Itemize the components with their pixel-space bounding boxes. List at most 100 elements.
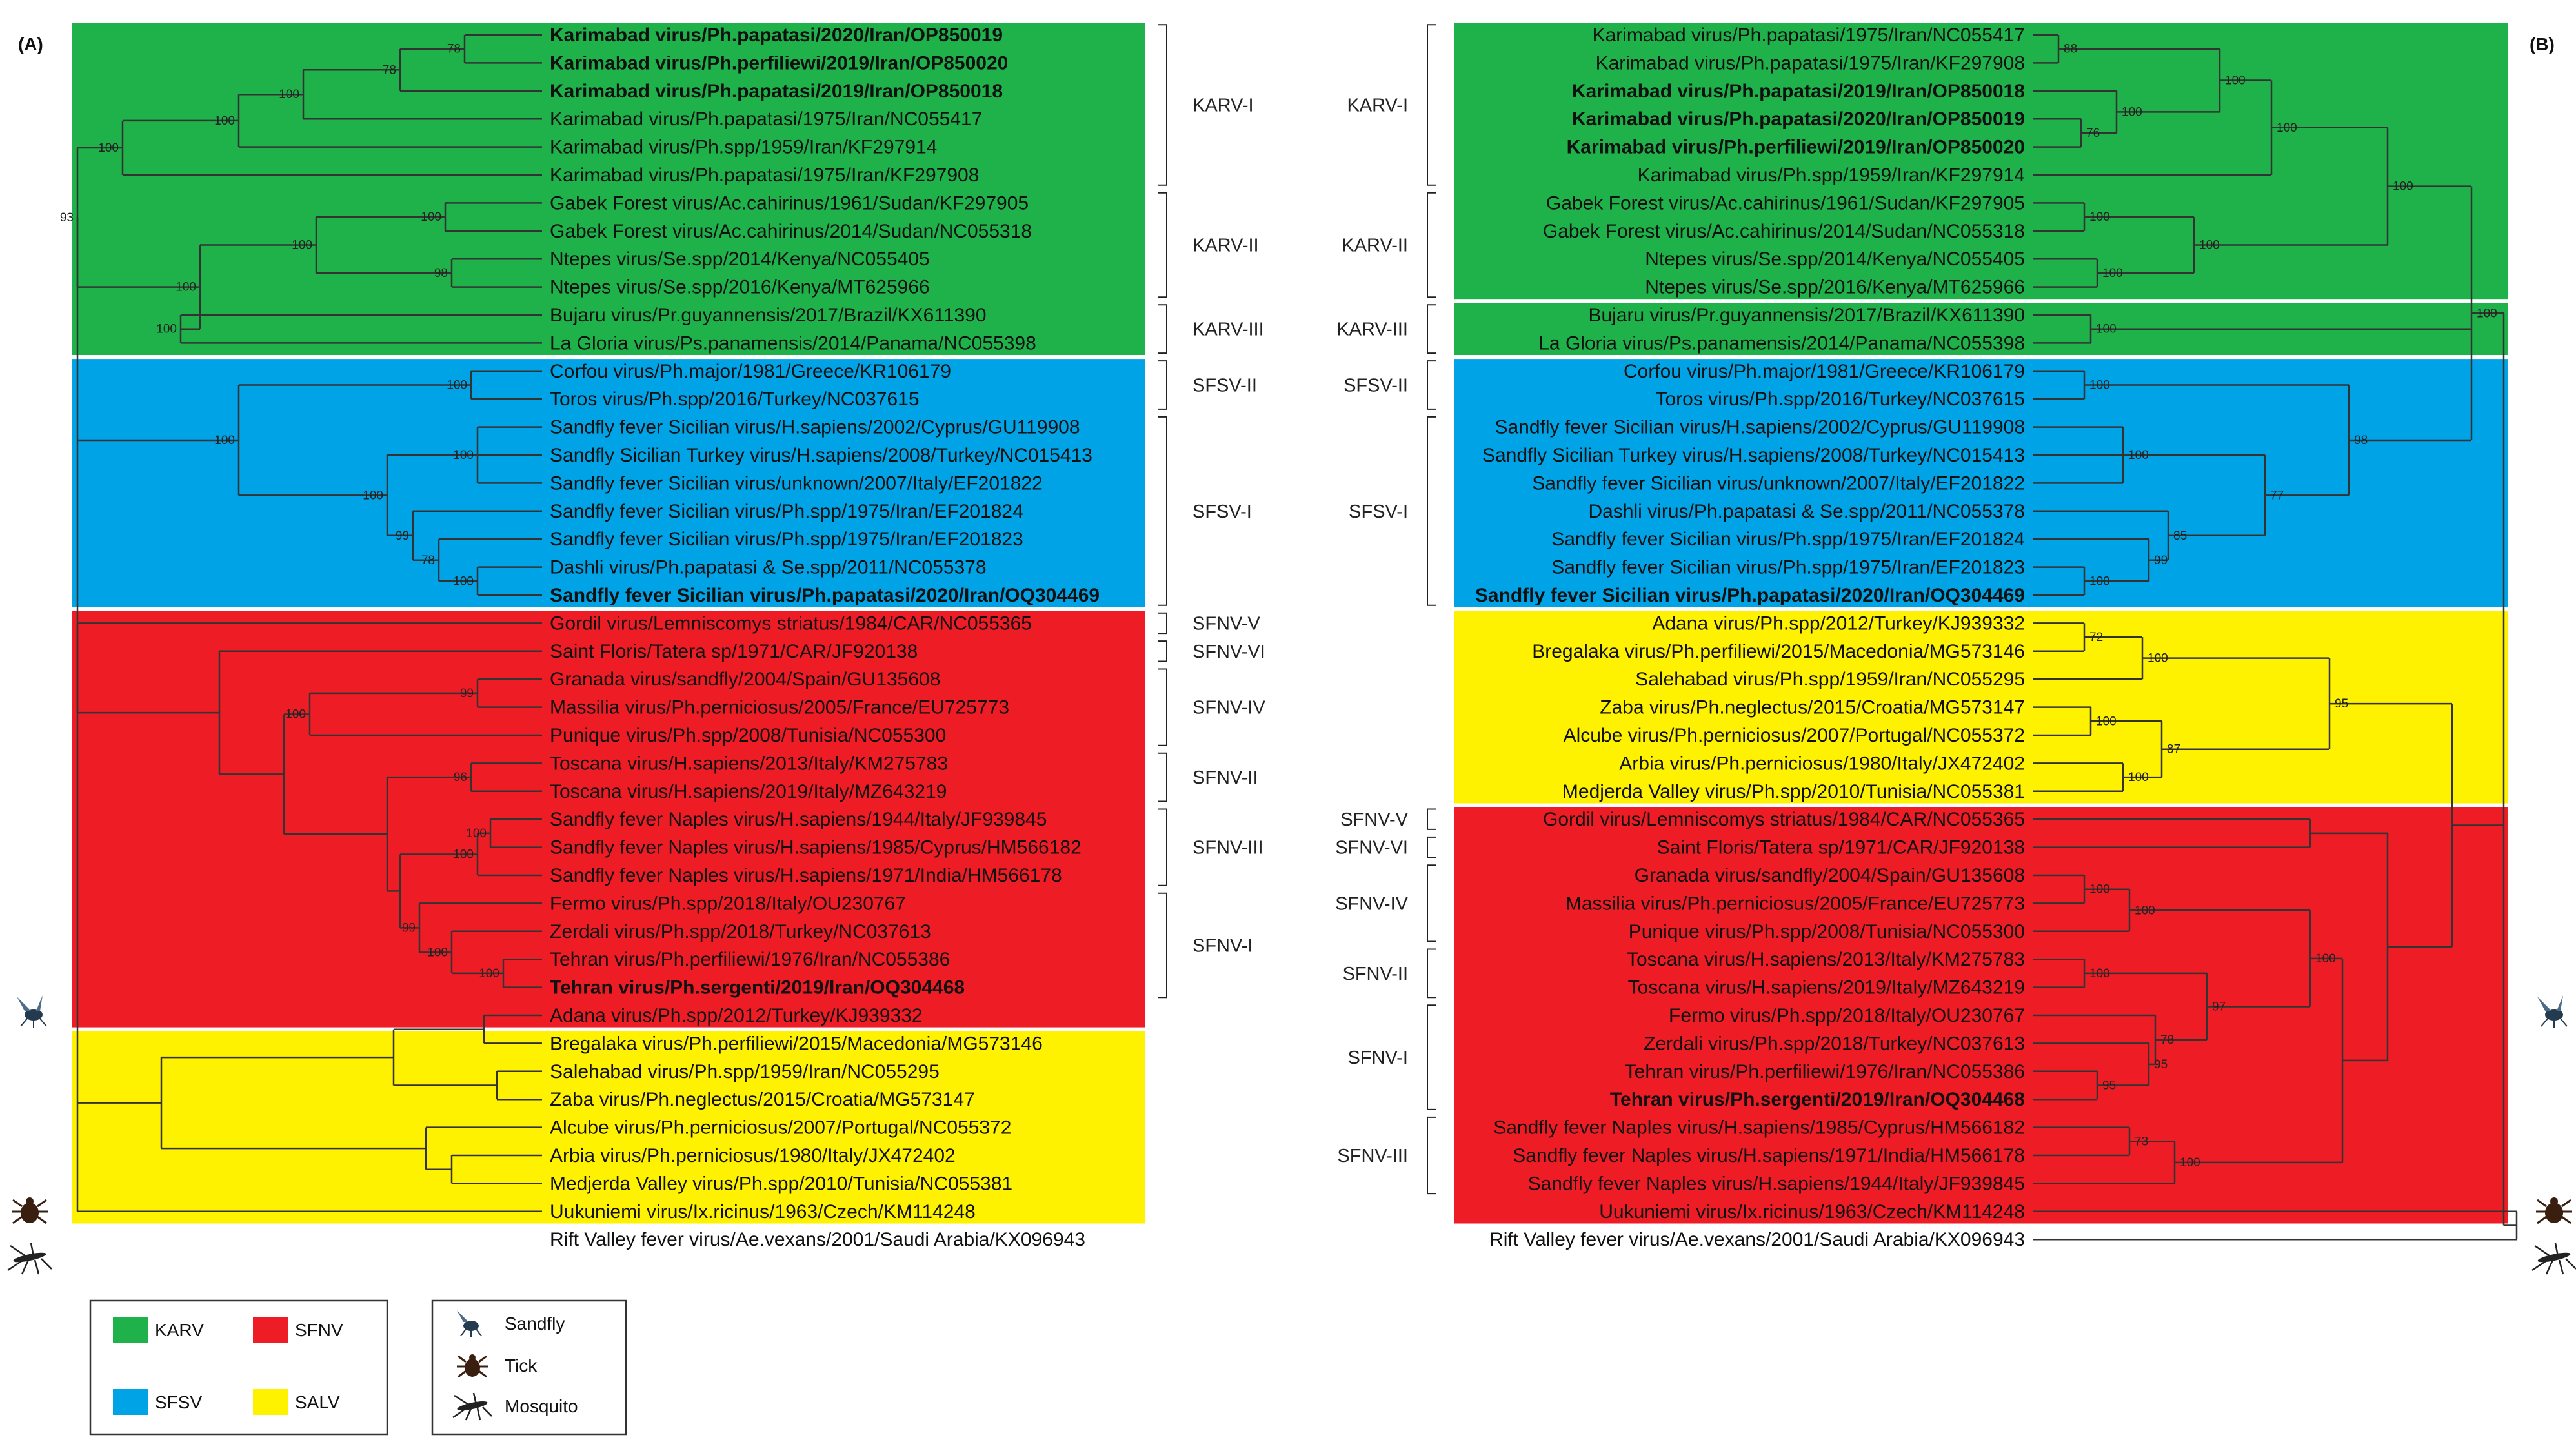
clade-bracket (1158, 24, 1167, 186)
bootstrap-value: 100 (2128, 449, 2149, 462)
bootstrap-value: 100 (292, 239, 312, 252)
group-background (1450, 803, 2512, 1228)
taxon-label: Sandfly fever Sicilian virus/Ph.spp/1975… (550, 501, 1023, 522)
taxon-label: Bregalaka virus/Ph.perfiliewi/2015/Maced… (550, 1033, 1043, 1054)
taxon-label: Sandfly fever Naples virus/H.sapiens/197… (550, 865, 1062, 886)
clade-label: KARV-III (1192, 320, 1264, 340)
bootstrap-value: 100 (2128, 771, 2149, 784)
legend-swatch (113, 1389, 148, 1415)
clade-bracket (1427, 808, 1436, 830)
taxon-label: Karimabad virus/Ph.papatasi/2020/Iran/OP… (550, 25, 1003, 46)
taxon-label: Adana virus/Ph.spp/2012/Turkey/KJ939332 (1652, 613, 2025, 634)
taxon-label: Rift Valley fever virus/Ae.vexans/2001/S… (550, 1229, 1085, 1250)
taxon-label: Sandfly fever Sicilian virus/Ph.papatasi… (1475, 585, 2025, 606)
taxon-label: Karimabad virus/Ph.papatasi/1975/Iran/NC… (550, 108, 982, 130)
group-legend-box (89, 1299, 388, 1436)
clade-label: KARV-II (1192, 236, 1259, 256)
taxon-label: Corfou virus/Ph.major/1981/Greece/KR1061… (1624, 361, 2025, 382)
bootstrap-value: 88 (2064, 43, 2077, 56)
group-background (68, 607, 1149, 1031)
taxon-label: Sandfly fever Sicilian virus/H.sapiens/2… (1494, 417, 2025, 438)
bootstrap-value: 95 (2102, 1079, 2116, 1093)
bootstrap-value: 100 (2089, 967, 2110, 980)
taxon-label: Sandfly fever Naples virus/H.sapiens/194… (550, 809, 1047, 830)
clade-bracket (1427, 836, 1436, 858)
taxon-label: Sandfly fever Sicilian virus/Ph.papatasi… (550, 585, 1100, 606)
taxon-label: Punique virus/Ph.spp/2008/Tunisia/NC0553… (550, 725, 946, 746)
clade-label: SFNV-III (1337, 1146, 1408, 1166)
bootstrap-value: 100 (2089, 574, 2110, 588)
group-background (68, 19, 1149, 360)
legend-label: SFNV (295, 1320, 343, 1340)
taxon-label: Gabek Forest virus/Ac.cahirinus/2014/Sud… (1543, 221, 2025, 242)
bootstrap-value: 100 (279, 88, 299, 101)
clade-label: SFNV-VI (1335, 838, 1408, 858)
legend-label: SALV (295, 1392, 340, 1412)
legend-swatch (113, 1317, 148, 1343)
taxon-label: Adana virus/Ph.spp/2012/Turkey/KJ939332 (550, 1005, 923, 1026)
taxon-label: Toros virus/Ph.spp/2016/Turkey/NC037615 (1655, 389, 2025, 410)
clade-bracket (1158, 416, 1167, 606)
bootstrap-value: 100 (2096, 323, 2117, 336)
legend-sandfly-label: Sandfly (505, 1314, 565, 1334)
taxon-label: Sandfly fever Sicilian virus/Ph.spp/1975… (1551, 529, 2025, 550)
group-background (1450, 355, 2512, 611)
mosquito-icon (2531, 1243, 2576, 1275)
bootstrap-value: 95 (2335, 697, 2348, 711)
bootstrap-value: 100 (479, 967, 499, 980)
taxon-label: Gordil virus/Lemniscomys striatus/1984/C… (1543, 809, 2025, 830)
taxon-label: Sandfly fever Naples virus/H.sapiens/197… (1513, 1145, 2025, 1166)
clade-bracket (1427, 24, 1436, 186)
bootstrap-value: 100 (214, 434, 235, 447)
taxon-label: Karimabad virus/Ph.spp/1959/Iran/KF29791… (1638, 165, 2025, 186)
clade-label: SFNV-V (1192, 613, 1260, 634)
bootstrap-value: 100 (2199, 239, 2220, 252)
clade-label: KARV-I (1192, 96, 1254, 116)
group-background (1450, 607, 2512, 807)
taxon-label: Karimabad virus/Ph.papatasi/1975/Iran/KF… (550, 165, 979, 186)
legend-entry-sfnv: SFNV (253, 1317, 343, 1343)
taxon-label: Alcube virus/Ph.perniciosus/2007/Portuga… (1564, 725, 2025, 746)
taxon-label: Uukuniemi virus/Ix.ricinus/1963/Czech/KM… (550, 1201, 976, 1223)
bootstrap-value: 99 (460, 687, 474, 700)
legend-entry-salv: SALV (253, 1389, 340, 1415)
sandfly-icon (17, 995, 47, 1028)
bootstrap-value: 100 (447, 379, 467, 392)
bootstrap-value: 100 (2393, 180, 2413, 194)
group-background (68, 1027, 1149, 1228)
clade-bracket (1158, 892, 1167, 999)
tick-icon (12, 1197, 48, 1224)
bootstrap-value: 100 (2277, 121, 2297, 135)
bootstrap-value: 78 (383, 63, 396, 77)
bootstrap-value: 95 (2154, 1058, 2168, 1071)
clade-label: SFSV-I (1192, 502, 1252, 522)
bootstrap-value: 100 (2135, 904, 2155, 917)
taxon-label: Saint Floris/Tatera sp/1971/CAR/JF920138 (1657, 837, 2025, 858)
bootstrap-value: 72 (2089, 631, 2103, 644)
panel-b-clade-brackets: KARV-I KARV-II KARV-III SFSV-II SFSV-I SFNV-V… (1335, 24, 1436, 1195)
taxon-label: Sandfly fever Sicilian virus/unknown/200… (550, 472, 1043, 494)
taxon-label: Sandfly fever Sicilian virus/Ph.spp/1975… (550, 529, 1023, 550)
clade-bracket (1158, 752, 1167, 802)
taxon-label: Karimabad virus/Ph.papatasi/1975/Iran/NC… (1593, 25, 2025, 46)
taxon-label: Karimabad virus/Ph.papatasi/2019/Iran/OP… (1572, 81, 2025, 102)
taxon-label: Karimabad virus/Ph.perfiliewi/2019/Iran/… (550, 52, 1008, 74)
panel-a-bootstrap-labels: 78 78 100 100 100 100 98 100 100 100 93 100 100 100 78… (60, 43, 499, 980)
taxon-label: Alcube virus/Ph.perniciosus/2007/Portuga… (550, 1117, 1011, 1139)
taxon-label: Saint Floris/Tatera sp/1971/CAR/JF920138 (550, 641, 918, 662)
taxon-label: Massilia virus/Ph.perniciosus/2005/Franc… (550, 697, 1009, 718)
taxon-label: Salehabad virus/Ph.spp/1959/Iran/NC05529… (550, 1061, 940, 1082)
taxon-label: Gabek Forest virus/Ac.cahirinus/2014/Sud… (550, 221, 1032, 242)
taxon-label: Fermo virus/Ph.spp/2018/Italy/OU230767 (550, 893, 906, 914)
taxon-label: Karimabad virus/Ph.spp/1959/Iran/KF29791… (550, 137, 937, 158)
taxon-label: Sandfly Sicilian Turkey virus/H.sapiens/… (1482, 445, 2025, 466)
bootstrap-value: 100 (2102, 267, 2123, 280)
taxon-label: Arbia virus/Ph.perniciosus/1980/Italy/JX… (1619, 753, 2025, 774)
bootstrap-value: 100 (453, 574, 474, 588)
panel-a-clade-brackets: KARV-I KARV-II KARV-III SFSV-II SFSV-I SFNV-V… (1158, 24, 1265, 999)
bootstrap-value: 100 (363, 489, 383, 502)
taxon-label: Medjerda Valley virus/Ph.spp/2010/Tunisi… (550, 1173, 1012, 1194)
bootstrap-value: 100 (2225, 74, 2246, 88)
taxon-label: Toros virus/Ph.spp/2016/Turkey/NC037615 (550, 389, 920, 410)
panel-a-tree: Karimabad virus/Ph.papatasi/2020/Iran/OP… (18, 19, 1265, 1250)
